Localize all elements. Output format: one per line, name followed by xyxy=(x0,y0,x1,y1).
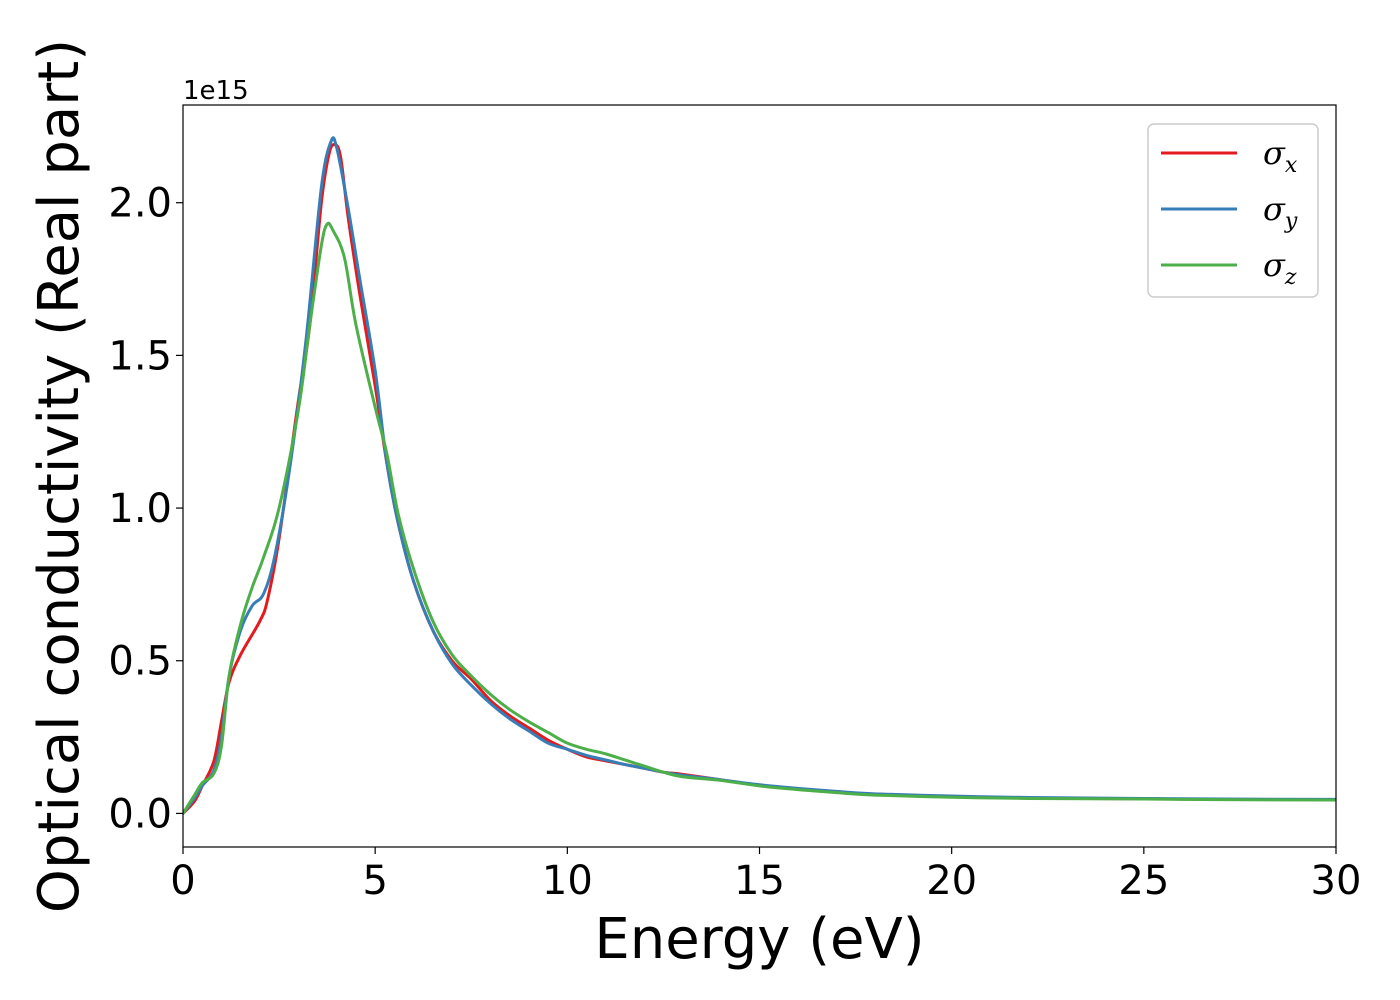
x-tick-label: 30 xyxy=(1311,858,1362,904)
series-line-z xyxy=(183,221,1336,815)
x-tick-label: 10 xyxy=(542,858,593,904)
legend: σx σy σz xyxy=(1147,123,1319,298)
axis-layer: 0 5 10 15 20 25 30 0.0 0.5 1.0 1.5 2.0 xyxy=(108,181,1361,904)
y-tick-label: 1.0 xyxy=(108,486,172,532)
legend-label-z: σz xyxy=(1263,246,1297,290)
y-tick-label: 1.5 xyxy=(108,333,172,379)
y-offset-label: 1e15 xyxy=(183,76,249,106)
legend-label-y: σy xyxy=(1263,190,1298,234)
y-tick-label: 0.5 xyxy=(108,639,172,685)
x-axis-label: Energy (eV) xyxy=(594,907,924,972)
x-tick-label: 5 xyxy=(362,858,387,904)
y-tick-label: 2.0 xyxy=(108,181,172,227)
plot-layer xyxy=(183,136,1336,815)
x-tick-label: 0 xyxy=(170,858,195,904)
x-tick-label: 25 xyxy=(1118,858,1169,904)
y-tick-label: 0.0 xyxy=(108,791,172,837)
legend-label-x: σx xyxy=(1263,134,1298,178)
x-tick-label: 15 xyxy=(734,858,785,904)
y-axis-label: Optical conductivity (Real part) xyxy=(27,39,92,913)
x-tick-label: 20 xyxy=(926,858,977,904)
